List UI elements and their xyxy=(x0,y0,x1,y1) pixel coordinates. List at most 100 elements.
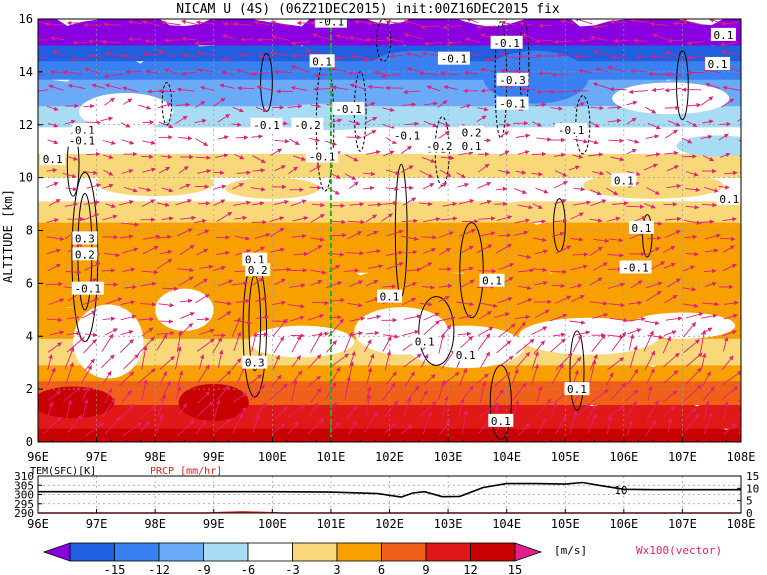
wind-vector xyxy=(418,401,437,417)
wind-vector xyxy=(367,264,384,269)
wind-vector xyxy=(572,200,592,206)
wind-vector xyxy=(647,385,653,401)
wind-vector xyxy=(310,387,322,403)
wind-vector xyxy=(684,219,702,225)
wind-vector xyxy=(197,338,215,352)
wind-vector xyxy=(739,317,741,320)
wind-vector xyxy=(550,402,558,417)
wind-vector xyxy=(551,363,564,384)
wind-vector xyxy=(354,19,368,25)
wind-vector xyxy=(250,384,266,400)
wind-vector xyxy=(609,19,627,25)
wind-vector xyxy=(662,336,671,354)
wind-vector xyxy=(231,281,249,286)
colorbar: -15 -12 -9 -6 -3 3 6 9 12 15 xyxy=(42,542,543,575)
wind-vector xyxy=(290,370,303,385)
wind-vector xyxy=(64,346,75,370)
wind-vector xyxy=(400,145,412,154)
contour-label-box xyxy=(71,281,104,295)
wind-vector xyxy=(458,367,468,387)
y-tick-label: 4 xyxy=(26,329,33,343)
wind-vector xyxy=(589,359,597,384)
wind-vector xyxy=(137,368,156,384)
contour-label-text: 0.1 xyxy=(631,222,651,235)
colorbar-level-label: 3 xyxy=(333,563,340,575)
wind-vector xyxy=(517,285,532,291)
wind-vector xyxy=(293,251,309,257)
wind-vector xyxy=(86,183,102,189)
wind-vector xyxy=(498,52,517,60)
wind-vector xyxy=(643,163,658,171)
wind-vector xyxy=(196,248,209,256)
wind-vector xyxy=(235,135,249,140)
wind-vector xyxy=(181,36,196,42)
wind-vector xyxy=(625,389,639,402)
wind-vector xyxy=(178,135,193,141)
wind-vector xyxy=(702,371,711,387)
wind-vector xyxy=(480,231,496,237)
wind-vector xyxy=(512,368,519,384)
wind-vector xyxy=(589,301,608,306)
wind-vector xyxy=(48,122,59,128)
wind-vector xyxy=(124,284,137,290)
colorbar-level-label: -9 xyxy=(196,563,210,575)
wind-vector xyxy=(644,320,660,326)
contour-label: 0.1 xyxy=(628,220,654,235)
wind-vector xyxy=(120,300,136,305)
wind-vector xyxy=(384,350,392,371)
wind-vector xyxy=(329,232,347,238)
wind-vector xyxy=(560,19,574,25)
wind-vector xyxy=(218,279,234,287)
wind-vector xyxy=(64,119,76,125)
wind-vector xyxy=(421,285,435,290)
wind-vector xyxy=(137,336,155,355)
wind-vector xyxy=(235,407,247,418)
wind-vector xyxy=(213,170,225,175)
wind-vector xyxy=(662,245,676,253)
wind-vector xyxy=(459,229,477,237)
wind-vector xyxy=(159,249,173,255)
wind-vector xyxy=(157,88,176,94)
wind-vector xyxy=(385,85,404,91)
wind-vector xyxy=(252,168,266,173)
wind-vector xyxy=(81,365,92,384)
contour-label: 0.2 xyxy=(245,263,271,277)
wind-vector xyxy=(178,276,194,286)
contour-label: 0.1 xyxy=(710,27,736,42)
wind-vector xyxy=(145,69,159,75)
wind-vector xyxy=(625,401,637,420)
wind-vector xyxy=(554,295,572,304)
wind-vector xyxy=(290,65,311,74)
wind-vector xyxy=(273,199,289,206)
wind-vector xyxy=(83,103,95,109)
wind-vector xyxy=(47,401,54,418)
u-patch xyxy=(483,50,589,104)
wind-vector xyxy=(386,229,404,237)
contour-label-box xyxy=(479,273,505,287)
contour-label-box xyxy=(453,347,479,361)
wind-vector xyxy=(196,316,210,322)
wind-vector xyxy=(681,154,697,159)
wind-vector xyxy=(721,49,740,57)
wind-vector xyxy=(720,42,738,47)
contour-label-text: 0.1 xyxy=(462,140,482,153)
colorbar-segment xyxy=(114,542,160,562)
wind-vector xyxy=(100,116,114,122)
wind-vector xyxy=(536,418,547,435)
wind-vector xyxy=(685,187,701,192)
wind-vector xyxy=(533,340,545,355)
wind-vector xyxy=(630,19,650,23)
wind-vector xyxy=(157,202,170,207)
wind-vector xyxy=(46,236,65,242)
wind-vector xyxy=(517,422,531,437)
wind-vector xyxy=(121,53,139,60)
wind-vector xyxy=(700,134,713,140)
contour-label-box xyxy=(459,138,485,152)
wind-vector xyxy=(48,199,61,207)
wind-vector xyxy=(534,249,549,255)
surface-x-tick-label: 108E xyxy=(727,517,756,531)
wind-vector xyxy=(363,171,376,177)
wind-vector xyxy=(740,366,741,369)
wind-vector xyxy=(121,390,132,403)
wind-vector xyxy=(219,83,235,89)
